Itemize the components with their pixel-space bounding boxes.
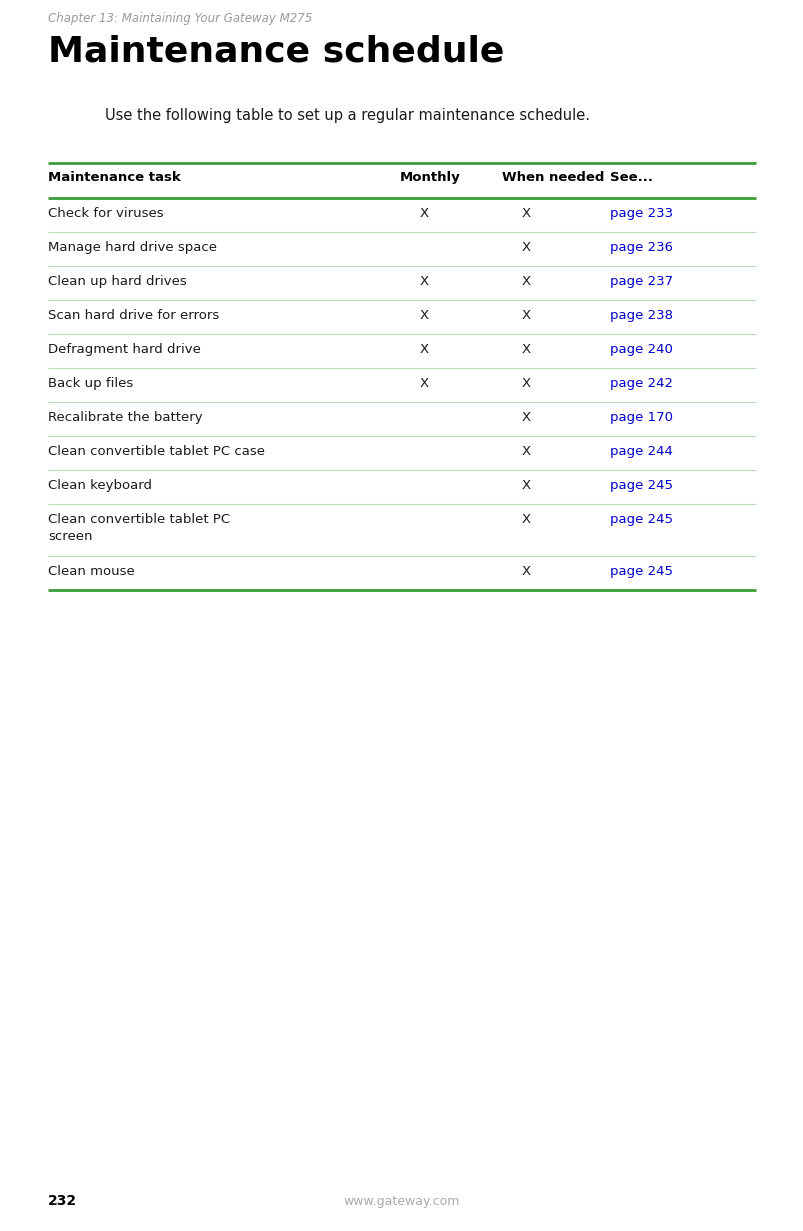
- Text: Manage hard drive space: Manage hard drive space: [48, 241, 217, 254]
- Text: Clean up hard drives: Clean up hard drives: [48, 275, 186, 288]
- Text: page 170: page 170: [609, 411, 672, 423]
- Text: Clean keyboard: Clean keyboard: [48, 479, 152, 492]
- Text: X: X: [521, 513, 531, 526]
- Text: Back up files: Back up files: [48, 377, 133, 390]
- Text: X: X: [419, 343, 429, 356]
- Text: Clean convertible tablet PC case: Clean convertible tablet PC case: [48, 444, 265, 458]
- Text: page 237: page 237: [609, 275, 672, 288]
- Text: screen: screen: [48, 531, 92, 543]
- Text: Defragment hard drive: Defragment hard drive: [48, 343, 201, 356]
- Text: Clean mouse: Clean mouse: [48, 565, 135, 579]
- Text: X: X: [521, 565, 531, 579]
- Text: X: X: [419, 377, 429, 390]
- Text: X: X: [419, 309, 429, 323]
- Text: Monthly: Monthly: [400, 171, 460, 183]
- Text: page 245: page 245: [609, 479, 672, 492]
- Text: X: X: [521, 411, 531, 423]
- Text: X: X: [521, 275, 531, 288]
- Text: page 245: page 245: [609, 513, 672, 526]
- Text: X: X: [521, 479, 531, 492]
- Text: X: X: [521, 207, 531, 220]
- Text: When needed: When needed: [501, 171, 604, 183]
- Text: Maintenance schedule: Maintenance schedule: [48, 34, 503, 69]
- Text: Maintenance task: Maintenance task: [48, 171, 181, 183]
- Text: Check for viruses: Check for viruses: [48, 207, 164, 220]
- Text: X: X: [419, 275, 429, 288]
- Text: X: X: [521, 241, 531, 254]
- Text: page 238: page 238: [609, 309, 672, 323]
- Text: Scan hard drive for errors: Scan hard drive for errors: [48, 309, 219, 323]
- Text: Clean convertible tablet PC: Clean convertible tablet PC: [48, 513, 230, 526]
- Text: Use the following table to set up a regular maintenance schedule.: Use the following table to set up a regu…: [105, 108, 589, 123]
- Text: page 236: page 236: [609, 241, 672, 254]
- Text: page 244: page 244: [609, 444, 672, 458]
- Text: X: X: [521, 309, 531, 323]
- Text: X: X: [419, 207, 429, 220]
- Text: Chapter 13: Maintaining Your Gateway M275: Chapter 13: Maintaining Your Gateway M27…: [48, 12, 312, 25]
- Text: page 242: page 242: [609, 377, 672, 390]
- Text: Recalibrate the battery: Recalibrate the battery: [48, 411, 202, 423]
- Text: www.gateway.com: www.gateway.com: [344, 1195, 459, 1208]
- Text: page 233: page 233: [609, 207, 672, 220]
- Text: See...: See...: [609, 171, 652, 183]
- Text: page 245: page 245: [609, 565, 672, 579]
- Text: page 240: page 240: [609, 343, 672, 356]
- Text: X: X: [521, 444, 531, 458]
- Text: X: X: [521, 377, 531, 390]
- Text: 232: 232: [48, 1194, 77, 1208]
- Text: X: X: [521, 343, 531, 356]
